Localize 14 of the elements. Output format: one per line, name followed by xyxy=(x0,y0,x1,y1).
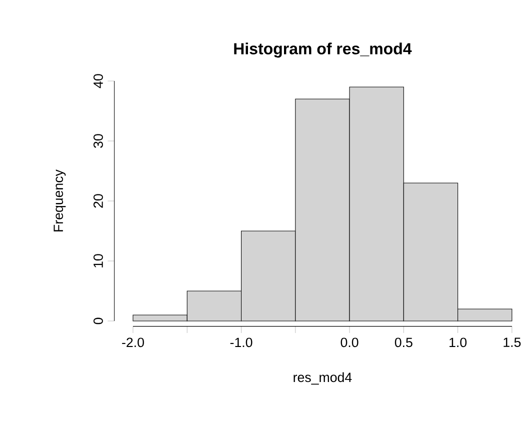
x-tick-label: -1.0 xyxy=(230,338,252,348)
x-tick-label: 1.5 xyxy=(504,338,521,347)
y-tick-label: 0 xyxy=(94,318,103,324)
y-tick-label: 40 xyxy=(94,74,103,88)
chart-title: Histogram of res_mod4 xyxy=(234,42,412,58)
y-tick-label: 10 xyxy=(94,254,103,268)
y-axis-title: Frequency xyxy=(54,170,66,232)
x-tick-label: 1.0 xyxy=(450,338,467,348)
x-tick-label: 0.5 xyxy=(394,338,412,348)
y-tick-label: 30 xyxy=(94,134,103,148)
x-tick-label: -2.0 xyxy=(122,338,144,348)
x-axis-title: res_mod4 xyxy=(294,372,352,385)
y-tick-label: 20 xyxy=(94,194,103,208)
x-tick-label: 0.0 xyxy=(340,338,358,348)
